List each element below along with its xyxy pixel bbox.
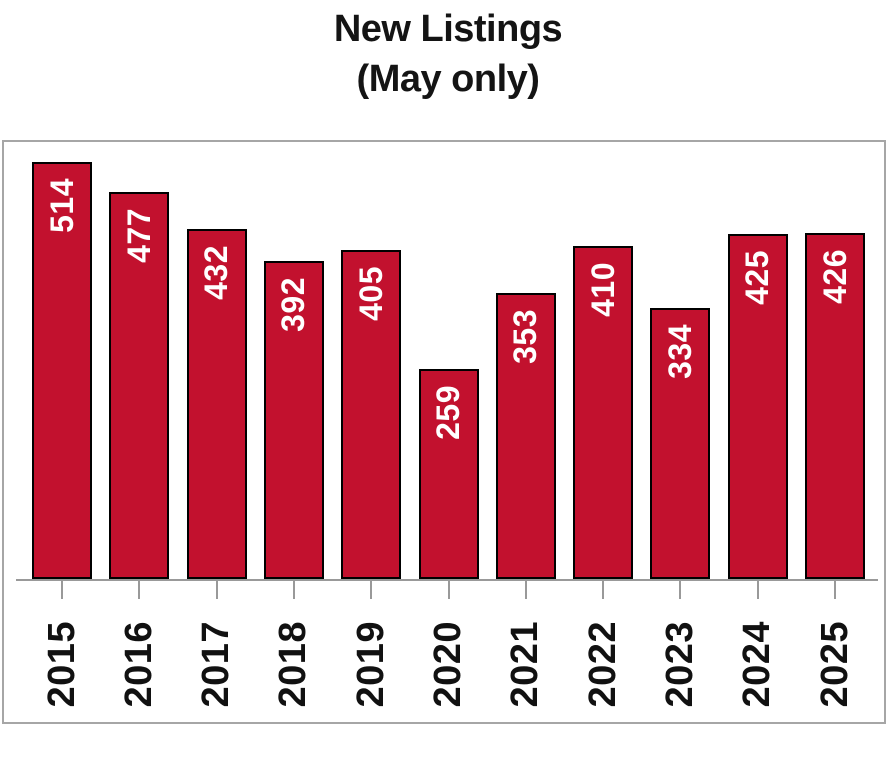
x-tick-label-text: 2022 [581, 620, 624, 708]
x-tick-label: 2016 [95, 620, 183, 708]
x-tick-label: 2019 [327, 620, 415, 708]
x-tick-label: 2021 [482, 620, 570, 708]
x-axis-line [16, 579, 878, 581]
x-tick-label-text: 2020 [427, 620, 469, 708]
x-tick-label: 2015 [18, 620, 106, 708]
x-axis-tick [292, 579, 295, 599]
x-tick-label-text: 2017 [195, 620, 238, 708]
bar: 425 [727, 234, 788, 579]
x-axis-tick [215, 579, 218, 599]
bar: 410 [573, 246, 634, 579]
x-tick-label-text: 2016 [117, 620, 160, 708]
bar-value-label: 514 [43, 178, 80, 233]
x-tick-label: 2018 [250, 620, 338, 708]
x-tick-label: 2020 [405, 620, 493, 708]
bar-value-label: 477 [120, 208, 157, 263]
chart-title-line1: New Listings [333, 8, 563, 50]
x-tick-label-text: 2019 [349, 620, 392, 708]
bar: 432 [186, 229, 247, 579]
bar: 392 [263, 261, 324, 579]
bar: 259 [418, 369, 479, 579]
bar: 334 [650, 308, 711, 579]
x-tick-label-text: 2021 [504, 620, 547, 708]
bar-value-label: 353 [507, 309, 544, 364]
chart-title-line2: (May only) [356, 58, 540, 100]
x-axis-tick [370, 579, 373, 599]
x-axis-tick [447, 579, 450, 599]
bar: 426 [805, 233, 865, 579]
x-axis-tick [602, 579, 605, 599]
x-axis-tick [834, 579, 836, 599]
bar: 514 [32, 162, 92, 579]
x-tick-label-text: 2015 [40, 620, 83, 708]
bar-value-label: 410 [584, 262, 621, 317]
bar-value-label: 392 [275, 277, 312, 332]
bar-value-label: 259 [430, 385, 466, 440]
x-tick-label-text: 2018 [272, 620, 315, 708]
x-tick-label: 2022 [559, 620, 647, 708]
bar-value-label: 426 [816, 249, 853, 304]
bar: 477 [109, 192, 170, 579]
chart-panel: 514 2015 477 2016 432 2017 392 2018 405 2019 259 20… [2, 140, 886, 724]
x-axis-tick [524, 579, 527, 599]
x-tick-label: 2024 [714, 620, 802, 708]
x-axis-tick [138, 579, 141, 599]
x-tick-label: 2025 [791, 620, 879, 708]
chart-title: New Listings (May only) [0, 4, 896, 104]
x-tick-label-text: 2024 [736, 620, 779, 708]
x-tick-label-text: 2023 [658, 620, 701, 708]
bar: 353 [495, 293, 556, 579]
bar: 405 [341, 250, 402, 579]
bar-value-label: 432 [198, 245, 235, 300]
bar-value-label: 425 [739, 250, 776, 305]
x-axis-tick [756, 579, 759, 599]
x-axis-tick [61, 579, 63, 599]
bar-value-label: 334 [661, 324, 698, 379]
x-axis-tick [679, 579, 682, 599]
x-tick-label: 2023 [636, 620, 724, 708]
x-tick-label-text: 2025 [813, 620, 856, 708]
x-tick-label: 2017 [173, 620, 261, 708]
bar-value-label: 405 [352, 266, 389, 321]
